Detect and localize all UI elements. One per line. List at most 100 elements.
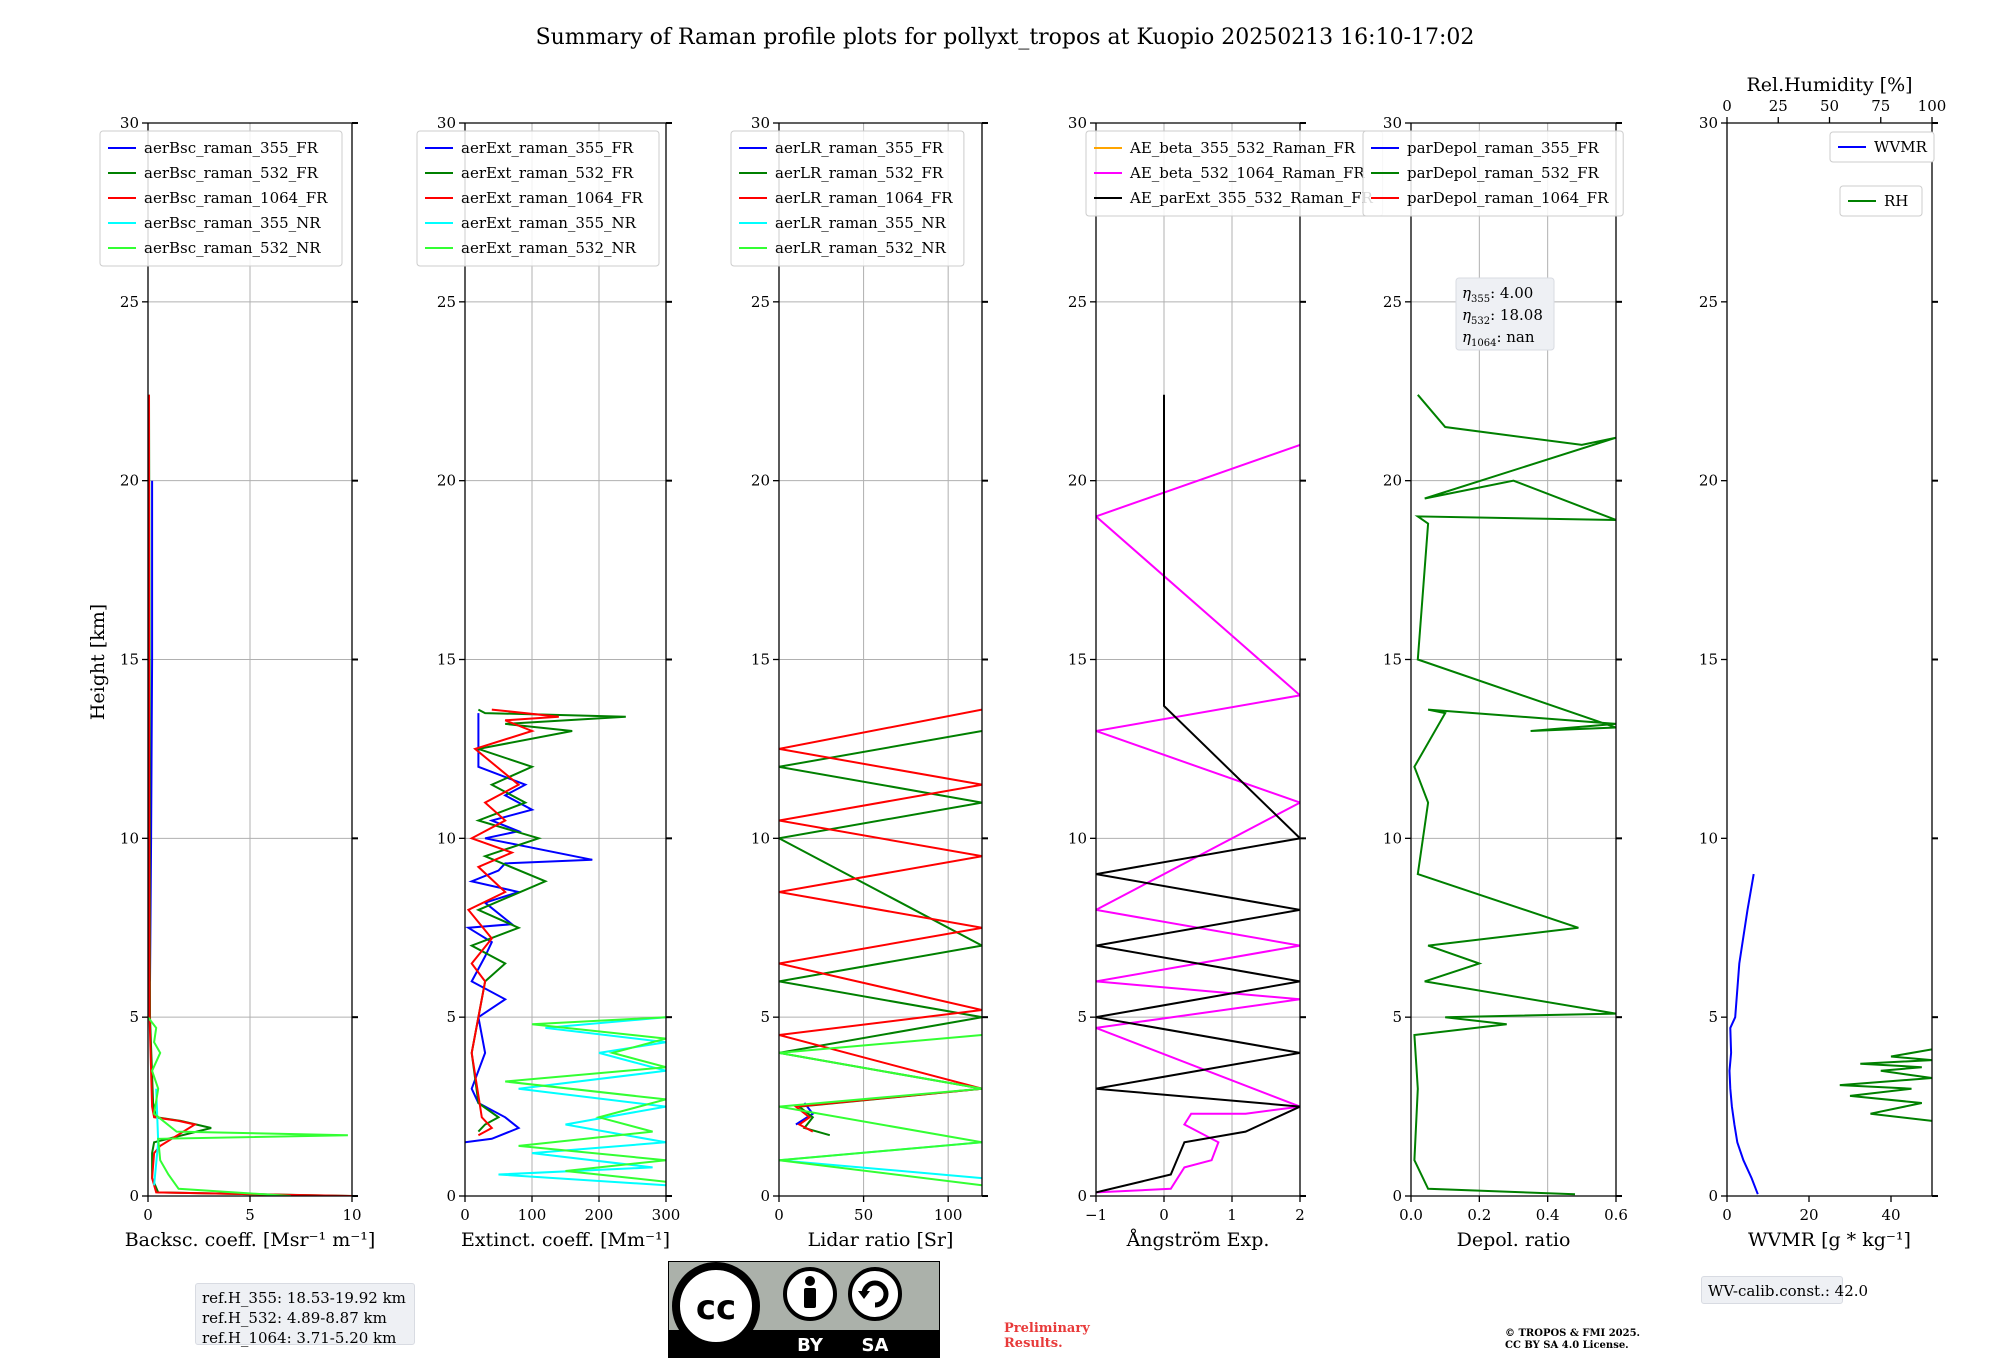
y-tick-label: 0: [1708, 1187, 1718, 1205]
x-axis-label: Ångström Exp.: [1126, 1229, 1270, 1251]
legend-label: RH: [1884, 192, 1908, 210]
y-tick-label: 30: [437, 114, 456, 132]
y-tick-label: 10: [1383, 829, 1402, 847]
y-tick-label: 25: [1068, 293, 1087, 311]
copyright-note: © TROPOS & FMI 2025. CC BY SA 4.0 Licens…: [1505, 1328, 1705, 1352]
y-tick-label: 30: [1383, 114, 1402, 132]
x-tick-label: 40: [1881, 1206, 1900, 1224]
legend-label: aerBsc_raman_355_NR: [144, 214, 321, 232]
y-tick-label: 5: [1708, 1008, 1718, 1026]
legend-label: aerLR_raman_532_FR: [775, 164, 944, 182]
x-tick-label: 0.4: [1536, 1206, 1560, 1224]
y-tick-label: 5: [129, 1008, 139, 1026]
x2-axis-label: Rel.Humidity [%]: [1746, 74, 1912, 96]
y-tick-label: 0: [129, 1187, 139, 1205]
y-tick-label: 25: [751, 293, 770, 311]
legend-box: [1839, 185, 1923, 217]
x-tick-label: 20: [1799, 1206, 1818, 1224]
badge-by-label: BY: [797, 1335, 824, 1356]
legend-label: aerExt_raman_355_FR: [461, 139, 634, 157]
y-tick-label: 20: [120, 472, 139, 490]
legend-box: [1829, 131, 1935, 163]
legend-label: parDepol_raman_355_FR: [1407, 139, 1600, 157]
license-badge: cc BY SA: [668, 1261, 940, 1358]
by-attribution-icon: [783, 1267, 837, 1321]
y-tick-label: 30: [751, 114, 770, 132]
legend-label: aerBsc_raman_355_FR: [144, 139, 319, 157]
svg-text:cc: cc: [696, 1288, 736, 1328]
x-tick-label: 0.6: [1604, 1206, 1628, 1224]
series-line-RH: [1839, 1048, 1932, 1122]
x-axis-label: Extinct. coeff. [Mm⁻¹]: [461, 1229, 670, 1251]
y-tick-label: 15: [437, 651, 456, 669]
y-tick-label: 25: [120, 293, 139, 311]
legend-label: aerBsc_raman_532_NR: [144, 239, 321, 257]
preliminary-note: Preliminary Results.: [1004, 1321, 1124, 1351]
x-tick-label: 0.0: [1399, 1206, 1423, 1224]
y-tick-label: 0: [760, 1187, 770, 1205]
series-line-aerExt_raman_1064_FR: [466, 708, 559, 1137]
x-tick-label: 0: [1159, 1206, 1169, 1224]
x-tick-label: 50: [854, 1206, 873, 1224]
legend-label: aerLR_raman_355_FR: [775, 139, 944, 157]
y-tick-label: 10: [1699, 829, 1718, 847]
x-tick-label: 100: [518, 1206, 547, 1224]
y-tick-label: 10: [1068, 829, 1087, 847]
ref-height-355: ref.H_355: 18.53-19.92 km: [202, 1289, 406, 1307]
y-tick-label: 20: [1383, 472, 1402, 490]
x2-tick-label: 75: [1871, 97, 1890, 115]
y-tick-label: 15: [751, 651, 770, 669]
x-tick-label: 10: [342, 1206, 361, 1224]
ref-height-1064: ref.H_1064: 3.71-5.20 km: [202, 1329, 397, 1347]
eta-1064-text: η1064: nan: [1462, 328, 1535, 349]
y-tick-label: 20: [751, 472, 770, 490]
x2-tick-label: 25: [1769, 97, 1788, 115]
eta-annotation-box: [1455, 277, 1555, 351]
series-line-parDepol_raman_532_FR: [1413, 394, 1616, 1196]
preliminary-line-1: Preliminary: [1004, 1321, 1090, 1336]
sa-share-alike-icon: [848, 1267, 902, 1321]
y-tick-label: 0: [1392, 1187, 1402, 1205]
x-tick-label: 5: [245, 1206, 255, 1224]
y-axis-label: Height [km]: [87, 604, 109, 720]
series-line-aerExt_raman_532_NR: [505, 1016, 666, 1183]
y-tick-label: 25: [1383, 293, 1402, 311]
y-tick-label: 10: [751, 829, 770, 847]
y-tick-label: 15: [120, 651, 139, 669]
series-line-aerExt_raman_355_NR: [498, 1016, 666, 1187]
x-tick-label: 0: [1722, 1206, 1732, 1224]
series-line-aerExt_raman_355_FR: [465, 713, 593, 1144]
x-tick-label: 0: [774, 1206, 784, 1224]
y-tick-label: 15: [1383, 651, 1402, 669]
figure-title: Summary of Raman profile plots for polly…: [536, 25, 1475, 50]
legend-label: aerExt_raman_355_NR: [461, 214, 637, 232]
x2-tick-label: 50: [1820, 97, 1839, 115]
y-tick-label: 5: [446, 1008, 456, 1026]
legend-label: WVMR: [1874, 138, 1928, 156]
y-tick-label: 10: [437, 829, 456, 847]
legend-label: parDepol_raman_532_FR: [1407, 164, 1600, 182]
y-tick-label: 0: [1077, 1187, 1087, 1205]
preliminary-line-2: Results.: [1004, 1336, 1063, 1351]
panel-3: 0 5 10 15 20 25 30 0 50 100 Lidar ratio [Sr] aerLR_…: [730, 114, 988, 1251]
x-tick-label: 100: [934, 1206, 963, 1224]
legend-label: AE_beta_355_532_Raman_FR: [1129, 139, 1356, 157]
legend-box: [1362, 130, 1624, 217]
legend-label: aerBsc_raman_532_FR: [144, 164, 319, 182]
legend-label: aerExt_raman_532_FR: [461, 164, 634, 182]
legend-box: [416, 130, 660, 267]
wv-calibration-text: WV-calib.const.: 42.0: [1708, 1282, 1869, 1300]
y-tick-label: 25: [1699, 293, 1718, 311]
y-tick-label: 5: [1077, 1008, 1087, 1026]
series-line-aerLR_raman_1064_FR: [779, 708, 982, 1133]
legend-label: aerLR_raman_532_NR: [775, 239, 946, 257]
legend-label: aerLR_raman_1064_FR: [775, 189, 953, 207]
legend-label: parDepol_raman_1064_FR: [1407, 189, 1609, 207]
y-tick-label: 10: [120, 829, 139, 847]
x-tick-label: 1: [1227, 1206, 1237, 1224]
copyright-line-1: © TROPOS & FMI 2025.: [1505, 1328, 1641, 1339]
y-tick-label: 30: [1699, 114, 1718, 132]
